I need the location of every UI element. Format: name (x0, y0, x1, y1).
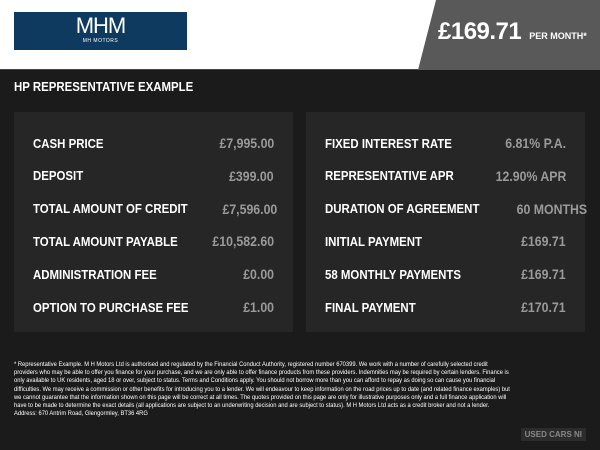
row-label: FINAL PAYMENT (325, 299, 416, 315)
finance-row: TOTAL AMOUNT PAYABLE £10,582.60 (33, 232, 274, 250)
finance-row: OPTION TO PURCHASE FEE £1.00 (33, 298, 274, 316)
row-value: £1.00 (243, 299, 274, 315)
finance-panel-left: CASH PRICE £7,995.00 DEPOSIT £399.00 TOTAL A… (14, 112, 293, 332)
row-value: 60 MONTHS (516, 200, 587, 217)
row-label: DURATION OF AGREEMENT (325, 201, 480, 217)
row-value: 6.81% P.A. (505, 135, 566, 151)
row-value: £399.00 (229, 167, 274, 184)
row-value: £0.00 (243, 266, 274, 283)
finance-row: DURATION OF AGREEMENT 60 MONTHS (325, 200, 587, 218)
finance-row: 58 MONTHLY PAYMENTS £169.71 (325, 265, 566, 283)
logo-subtext: MH MOTORS (82, 38, 119, 44)
section-title: HP REPRESENTATIVE EXAMPLE (14, 79, 194, 94)
finance-row: FINAL PAYMENT £170.71 (325, 298, 566, 316)
row-label: REPRESENTATIVE APR (325, 168, 454, 184)
finance-row: DEPOSIT £399.00 (33, 167, 274, 185)
row-label: TOTAL AMOUNT OF CREDIT (33, 201, 188, 217)
row-label: ADMINISTRATION FEE (33, 266, 157, 282)
price-box (418, 0, 600, 70)
row-label: OPTION TO PURCHASE FEE (33, 299, 189, 315)
price-group: £169.71 PER MONTH* (438, 18, 587, 46)
row-value: 12.90% APR (495, 167, 566, 184)
monthly-price: £169.71 (438, 18, 522, 45)
row-label: DEPOSIT (33, 168, 84, 184)
logo[interactable]: MHM MH MOTORS (14, 12, 187, 50)
header: MHM MH MOTORS £169.71 PER MONTH* (0, 0, 600, 70)
finance-row: FIXED INTEREST RATE 6.81% P.A. (325, 134, 566, 152)
finance-panel-right: FIXED INTEREST RATE 6.81% P.A. REPRESENTAT… (306, 112, 587, 332)
per-month-label: PER MONTH* (529, 31, 587, 41)
row-label: INITIAL PAYMENT (325, 233, 423, 249)
row-value: £7,995.00 (219, 135, 274, 151)
row-value: £170.71 (521, 299, 566, 315)
row-value: £7,596.00 (222, 200, 278, 217)
finance-row: REPRESENTATIVE APR 12.90% APR (325, 167, 566, 185)
finance-row: TOTAL AMOUNT OF CREDIT £7,596.00 (33, 200, 278, 218)
finance-row: ADMINISTRATION FEE £0.00 (33, 265, 274, 283)
logo-text: MHM (75, 13, 127, 38)
row-label: CASH PRICE (33, 135, 104, 151)
finance-row: INITIAL PAYMENT £169.71 (325, 232, 566, 250)
row-value: £169.71 (521, 266, 566, 283)
row-label: FIXED INTEREST RATE (325, 135, 452, 151)
row-label: 58 MONTHLY PAYMENTS (325, 266, 462, 282)
watermark: USED CARS NI (520, 428, 586, 441)
row-value: £169.71 (521, 233, 566, 250)
disclaimer-text: * Representative Example. M H Motors Ltd… (14, 361, 510, 418)
row-label: TOTAL AMOUNT PAYABLE (33, 233, 178, 249)
row-value: £10,582.60 (212, 233, 274, 250)
finance-row: CASH PRICE £7,995.00 (33, 134, 274, 152)
